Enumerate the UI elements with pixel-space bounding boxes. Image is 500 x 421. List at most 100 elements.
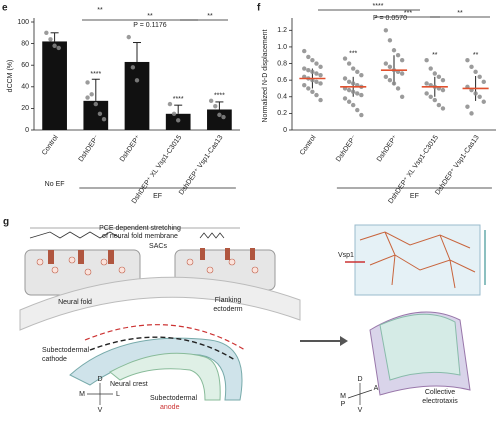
data-point — [351, 89, 356, 94]
annotation: **** — [373, 3, 384, 10]
y-tick-label: 0.6 — [277, 77, 287, 84]
data-point — [391, 48, 397, 53]
data-point — [85, 80, 90, 85]
data-point — [101, 117, 107, 122]
x-tick-label: DshDEP⁺ — [376, 134, 399, 163]
group-label: EF — [153, 193, 162, 200]
y-tick-label: 0.8 — [277, 60, 287, 67]
diagram-shapes — [19, 224, 486, 405]
data-point — [399, 71, 405, 76]
data-point — [346, 79, 352, 85]
annotation: P = 0.0570 — [373, 15, 407, 22]
data-point — [432, 97, 437, 103]
y-axis-label: dCCM (%) — [7, 60, 14, 93]
data-point — [473, 69, 478, 75]
data-point — [213, 104, 218, 109]
data-point — [359, 92, 364, 98]
significance: **** — [90, 71, 101, 78]
data-point — [346, 61, 352, 66]
anode-label: anode — [160, 404, 180, 411]
y-tick-label: 0.4 — [277, 94, 287, 101]
bar — [207, 109, 232, 130]
data-point — [302, 48, 307, 54]
data-point — [477, 74, 482, 80]
data-point — [310, 69, 315, 75]
data-point — [469, 111, 474, 116]
data-point — [465, 104, 470, 109]
axis-label: L — [116, 391, 120, 398]
group-label: EF — [410, 193, 419, 200]
collective-label: electrotaxis — [422, 398, 458, 405]
data-point — [383, 28, 389, 33]
annotation: *** — [404, 10, 412, 17]
data-point — [342, 56, 348, 61]
data-point — [318, 97, 323, 103]
data-point — [391, 81, 397, 86]
axis-label: V — [358, 407, 363, 414]
flanking-label: ectoderm — [213, 306, 242, 313]
data-point — [208, 98, 214, 104]
axis-label: D — [357, 376, 362, 383]
annotation: ** — [207, 13, 213, 20]
data-point — [424, 58, 429, 63]
neural-fold-label: Neural fold — [58, 299, 92, 306]
annotation: ** — [97, 7, 103, 14]
annotation: ** — [457, 10, 463, 17]
cathode-label: Subectodermal — [42, 347, 90, 354]
significance: ** — [473, 52, 479, 59]
data-point — [351, 81, 356, 86]
data-point — [167, 101, 173, 107]
significance: **** — [173, 96, 184, 103]
y-tick-label: 0.2 — [277, 110, 287, 117]
y-axis-label: Normalized N-D displacement — [262, 29, 269, 122]
data-point — [436, 74, 442, 80]
axis-label: M — [79, 391, 85, 398]
data-point — [465, 58, 470, 63]
data-point — [171, 111, 177, 117]
data-point — [428, 94, 433, 99]
data-point — [306, 86, 311, 91]
y-tick-label: 0 — [25, 127, 29, 134]
data-point — [481, 99, 486, 104]
data-point — [314, 61, 319, 66]
data-point — [359, 72, 364, 78]
y-tick-label: 20 — [21, 105, 29, 112]
data-point — [440, 106, 446, 111]
annotation: ** — [147, 13, 153, 20]
data-point — [469, 64, 474, 70]
x-tick-label: DshDEP⁺ Vsp1-Cas13 — [178, 134, 225, 196]
data-point — [481, 79, 486, 85]
data-point — [436, 102, 442, 108]
data-point — [48, 37, 53, 42]
x-tick-label: DshDEP⁺ — [119, 134, 142, 163]
y-tick-label: 80 — [21, 40, 29, 47]
data-point — [424, 81, 429, 86]
data-point — [134, 78, 140, 83]
x-tick-label: DshDEP⁻ — [78, 134, 101, 163]
data-point — [383, 74, 389, 80]
axis-label: P — [341, 401, 346, 408]
data-point — [302, 66, 307, 71]
vsp1-label: Vsp1 — [338, 252, 354, 259]
y-tick-label: 1.0 — [277, 44, 287, 51]
data-point — [428, 66, 433, 71]
data-point — [126, 34, 131, 40]
data-point — [93, 101, 99, 107]
axis-label: V — [98, 407, 103, 414]
x-tick-label: Control — [41, 134, 60, 157]
x-tick-label: DshDEP⁻ — [335, 134, 358, 163]
data-point — [97, 111, 103, 117]
panel-label: g — [3, 217, 9, 228]
data-point — [306, 67, 311, 73]
data-point — [56, 45, 61, 51]
collective-label: Collective — [425, 389, 455, 396]
data-point — [318, 72, 323, 78]
data-point — [399, 94, 405, 99]
data-point — [383, 61, 389, 66]
significance: *** — [349, 50, 357, 57]
sacs-label: SACs — [149, 243, 167, 250]
flanking-label: Flanking — [215, 297, 242, 304]
significance: **** — [214, 93, 225, 100]
data-point — [395, 53, 401, 58]
data-point — [314, 71, 319, 76]
